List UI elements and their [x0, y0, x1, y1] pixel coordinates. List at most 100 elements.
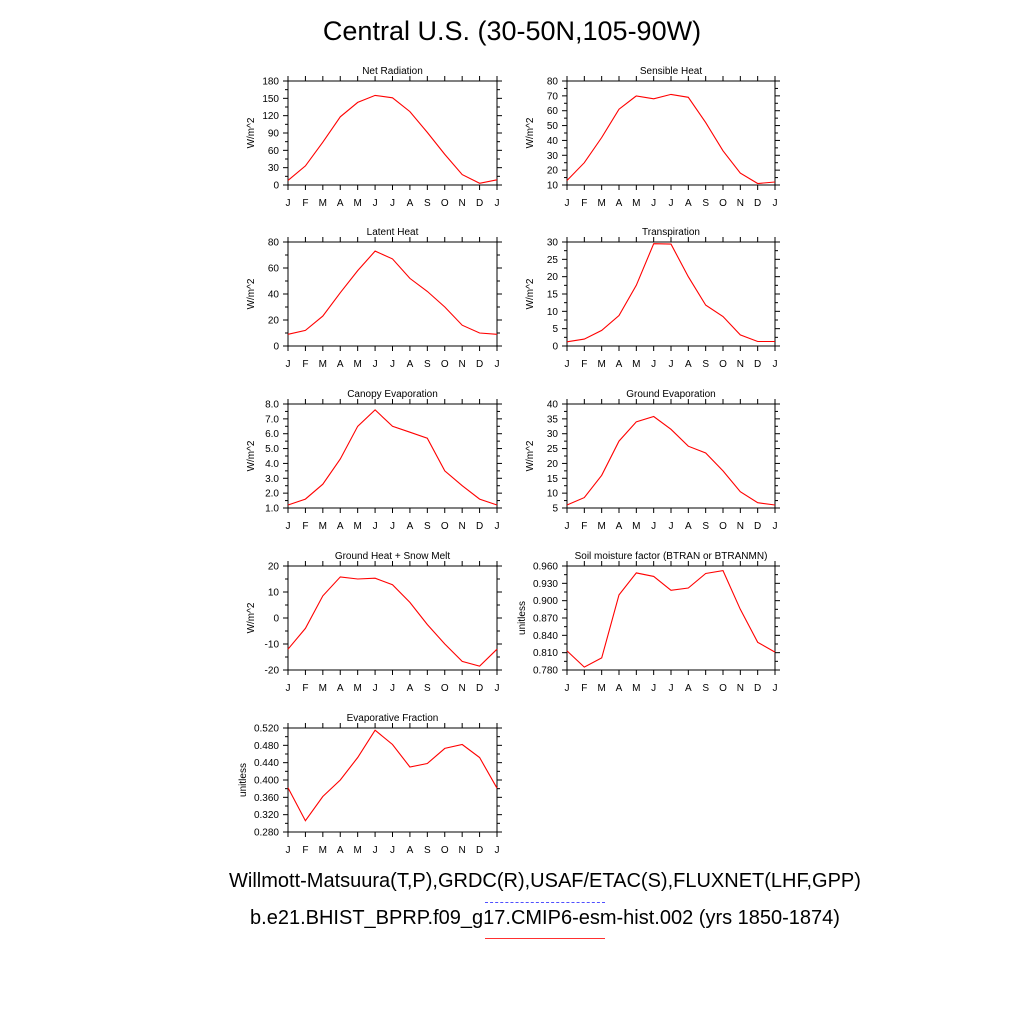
chart-panel-7: Ground Heat + Snow Melt W/m^2 -20 -10 0 10 20 J… — [246, 551, 502, 694]
x-tick-label: F — [302, 845, 308, 856]
x-tick-label: F — [302, 198, 308, 209]
x-tick-label: M — [597, 683, 605, 694]
x-tick-label: N — [737, 683, 744, 694]
x-tick-label: J — [373, 198, 378, 209]
y-tick-label: 180 — [262, 77, 279, 88]
x-tick-label: O — [719, 683, 727, 694]
y-tick-label: 25 — [547, 255, 559, 266]
x-tick-label: F — [302, 359, 308, 370]
y-tick-label: 0.320 — [254, 810, 279, 821]
x-tick-label: N — [459, 683, 466, 694]
y-tick-label: 5 — [552, 504, 558, 515]
panel-title: Sensible Heat — [640, 66, 702, 77]
y-tick-label: 60 — [268, 264, 280, 275]
y-axis-label: unitless — [517, 601, 528, 635]
panel-title: Latent Heat — [367, 227, 419, 238]
x-tick-label: S — [702, 521, 709, 532]
x-tick-label: J — [565, 521, 570, 532]
x-tick-label: M — [353, 845, 361, 856]
y-tick-label: 25 — [547, 444, 559, 455]
y-tick-label: 0.520 — [254, 724, 279, 735]
y-axis-label: W/m^2 — [525, 278, 536, 309]
x-tick-label: F — [581, 198, 587, 209]
x-tick-label: J — [669, 359, 674, 370]
footer-observations-sources: Willmott-Matsuura(T,P),GRDC(R),USAF/ETAC… — [229, 870, 861, 892]
y-tick-label: 15 — [547, 290, 559, 301]
y-tick-label: -10 — [265, 640, 280, 651]
x-tick-label: N — [459, 845, 466, 856]
x-tick-label: F — [302, 521, 308, 532]
x-tick-label: J — [390, 521, 395, 532]
y-tick-label: 0.400 — [254, 776, 279, 787]
page-title: Central U.S. (30-50N,105-90W) — [322, 16, 702, 46]
y-tick-label: 5.0 — [265, 444, 279, 455]
x-tick-label: S — [424, 198, 431, 209]
y-tick-label: 0.780 — [533, 666, 558, 677]
y-axis-label: W/m^2 — [525, 440, 536, 471]
x-tick-label: A — [407, 521, 414, 532]
x-tick-label: J — [669, 198, 674, 209]
x-tick-label: F — [581, 359, 587, 370]
y-tick-label: 120 — [262, 111, 279, 122]
x-tick-label: M — [353, 198, 361, 209]
x-tick-label: D — [754, 521, 761, 532]
x-tick-label: J — [390, 683, 395, 694]
x-tick-label: A — [685, 683, 692, 694]
plot-frame — [566, 80, 776, 186]
plot-frame — [566, 565, 776, 671]
x-tick-label: A — [616, 521, 623, 532]
y-axis-label: W/m^2 — [246, 602, 257, 633]
series-line — [566, 93, 776, 185]
x-tick-label: M — [353, 683, 361, 694]
y-tick-label: 10 — [268, 588, 280, 599]
y-tick-label: 15 — [547, 474, 559, 485]
x-tick-label: M — [597, 198, 605, 209]
y-tick-label: 10 — [547, 307, 559, 318]
x-tick-label: J — [669, 521, 674, 532]
y-tick-label: 0.480 — [254, 741, 279, 752]
y-tick-label: 1.0 — [265, 504, 279, 515]
x-tick-label: A — [407, 359, 414, 370]
x-tick-label: M — [319, 198, 327, 209]
x-tick-label: J — [390, 359, 395, 370]
x-tick-label: S — [424, 683, 431, 694]
x-tick-label: S — [702, 359, 709, 370]
x-tick-label: J — [286, 845, 291, 856]
x-tick-label: J — [286, 521, 291, 532]
y-tick-label: 80 — [547, 77, 559, 88]
x-tick-label: J — [651, 359, 656, 370]
x-tick-label: J — [651, 683, 656, 694]
x-tick-label: M — [319, 521, 327, 532]
y-tick-label: 30 — [547, 238, 559, 249]
y-tick-label: 0 — [273, 342, 279, 353]
x-tick-label: O — [719, 198, 727, 209]
series-line — [287, 250, 498, 335]
x-tick-label: A — [337, 845, 344, 856]
x-tick-label: J — [773, 521, 778, 532]
x-tick-label: O — [719, 521, 727, 532]
x-tick-label: M — [632, 683, 640, 694]
legend-model-line — [485, 938, 605, 939]
plot-frame — [287, 565, 498, 671]
x-tick-label: J — [565, 198, 570, 209]
y-tick-label: 2.0 — [265, 489, 279, 500]
plot-frame — [566, 241, 776, 347]
x-tick-label: S — [702, 198, 709, 209]
y-tick-label: 6.0 — [265, 429, 279, 440]
y-axis-label: W/m^2 — [246, 278, 257, 309]
series-line — [287, 729, 498, 822]
x-tick-label: A — [685, 359, 692, 370]
y-tick-label: 0.870 — [533, 614, 558, 625]
x-tick-label: J — [495, 683, 500, 694]
x-tick-label: A — [337, 521, 344, 532]
x-tick-label: N — [459, 359, 466, 370]
x-tick-label: J — [495, 845, 500, 856]
y-axis-label: W/m^2 — [246, 117, 257, 148]
plot-frame — [287, 727, 498, 833]
y-tick-label: 20 — [547, 166, 559, 177]
x-tick-label: O — [441, 198, 449, 209]
x-tick-label: S — [424, 521, 431, 532]
x-tick-label: J — [651, 521, 656, 532]
x-tick-label: M — [632, 198, 640, 209]
